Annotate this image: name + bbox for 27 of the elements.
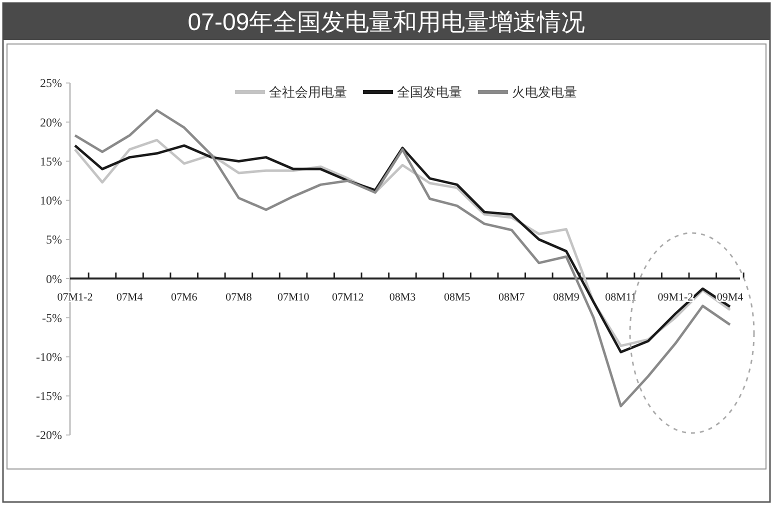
y-tick-label: -20% (36, 428, 62, 442)
x-tick-label: 08M11 (605, 292, 637, 304)
legend-label: 火电发电量 (512, 84, 577, 100)
x-tick-label: 07M4 (116, 292, 144, 304)
chart-title: 07-09年全国发电量和用电量增速情况 (188, 9, 586, 36)
y-tick-label: 0% (46, 272, 62, 286)
legend-label: 全社会用电量 (269, 84, 347, 100)
x-tick-label: 07M1-2 (57, 292, 93, 304)
y-tick-label: 15% (40, 154, 62, 168)
x-tick-label: 09M1-2 (658, 292, 694, 304)
x-tick-label: 07M12 (332, 292, 364, 304)
y-tick-label: -5% (42, 310, 62, 325)
x-tick-label: 08M5 (444, 292, 471, 304)
y-tick-label: 10% (40, 194, 62, 208)
x-tick-label: 07M6 (171, 292, 198, 304)
y-tick-label: -15% (36, 389, 62, 404)
y-tick-label: 20% (40, 115, 62, 130)
x-tick-label: 08M9 (553, 292, 580, 304)
y-tick-label: 25% (40, 76, 62, 90)
x-tick-label: 07M10 (277, 292, 310, 304)
y-tick-label: -10% (36, 350, 62, 364)
legend-label: 全国发电量 (397, 84, 462, 100)
x-tick-label: 09M4 (716, 292, 744, 304)
x-tick-label: 08M3 (389, 292, 416, 304)
x-tick-label: 07M8 (226, 292, 252, 304)
y-tick-label: 5% (46, 232, 62, 247)
x-tick-label: 08M7 (498, 292, 526, 304)
